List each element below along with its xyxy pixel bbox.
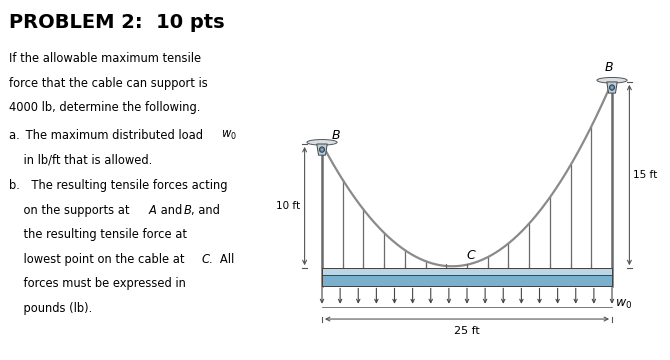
Polygon shape: [607, 82, 617, 93]
Text: 4000 lb, determine the following.: 4000 lb, determine the following.: [9, 101, 200, 114]
Text: C: C: [466, 249, 475, 262]
Circle shape: [320, 147, 324, 152]
Bar: [322, 275, 612, 285]
Bar: [322, 268, 612, 275]
Ellipse shape: [307, 140, 337, 145]
Text: in lb/ft that is allowed.: in lb/ft that is allowed.: [9, 153, 152, 166]
Polygon shape: [317, 144, 327, 155]
Text: and: and: [157, 204, 186, 217]
Text: b. The resulting tensile forces acting: b. The resulting tensile forces acting: [9, 179, 228, 192]
Text: the resulting tensile force at: the resulting tensile force at: [9, 228, 187, 241]
Circle shape: [610, 85, 614, 90]
Text: $w_0$: $w_0$: [615, 298, 632, 311]
Text: 10 ft: 10 ft: [277, 201, 301, 211]
Text: .  All: . All: [209, 253, 234, 266]
Text: PROBLEM 2:  10 pts: PROBLEM 2: 10 pts: [9, 13, 224, 32]
Ellipse shape: [597, 77, 627, 83]
Text: , and: , and: [192, 204, 220, 217]
Text: C: C: [201, 253, 209, 266]
Text: pounds (lb).: pounds (lb).: [9, 302, 92, 315]
Text: If the allowable maximum tensile: If the allowable maximum tensile: [9, 52, 201, 65]
Text: $w_0$: $w_0$: [221, 129, 237, 141]
Text: lowest point on the cable at: lowest point on the cable at: [9, 253, 188, 266]
Text: a.  The maximum distributed load: a. The maximum distributed load: [9, 129, 207, 141]
Circle shape: [611, 86, 613, 89]
Text: 15 ft: 15 ft: [633, 170, 658, 180]
Text: B: B: [605, 62, 614, 75]
Circle shape: [321, 149, 323, 150]
Text: force that the cable can support is: force that the cable can support is: [9, 77, 208, 90]
Text: A: A: [149, 204, 156, 217]
Text: on the supports at: on the supports at: [9, 204, 133, 217]
Text: forces must be expressed in: forces must be expressed in: [9, 277, 186, 290]
Text: B: B: [184, 204, 192, 217]
Text: 25 ft: 25 ft: [454, 326, 480, 336]
Bar: [322, 268, 612, 285]
Text: B: B: [332, 129, 340, 142]
